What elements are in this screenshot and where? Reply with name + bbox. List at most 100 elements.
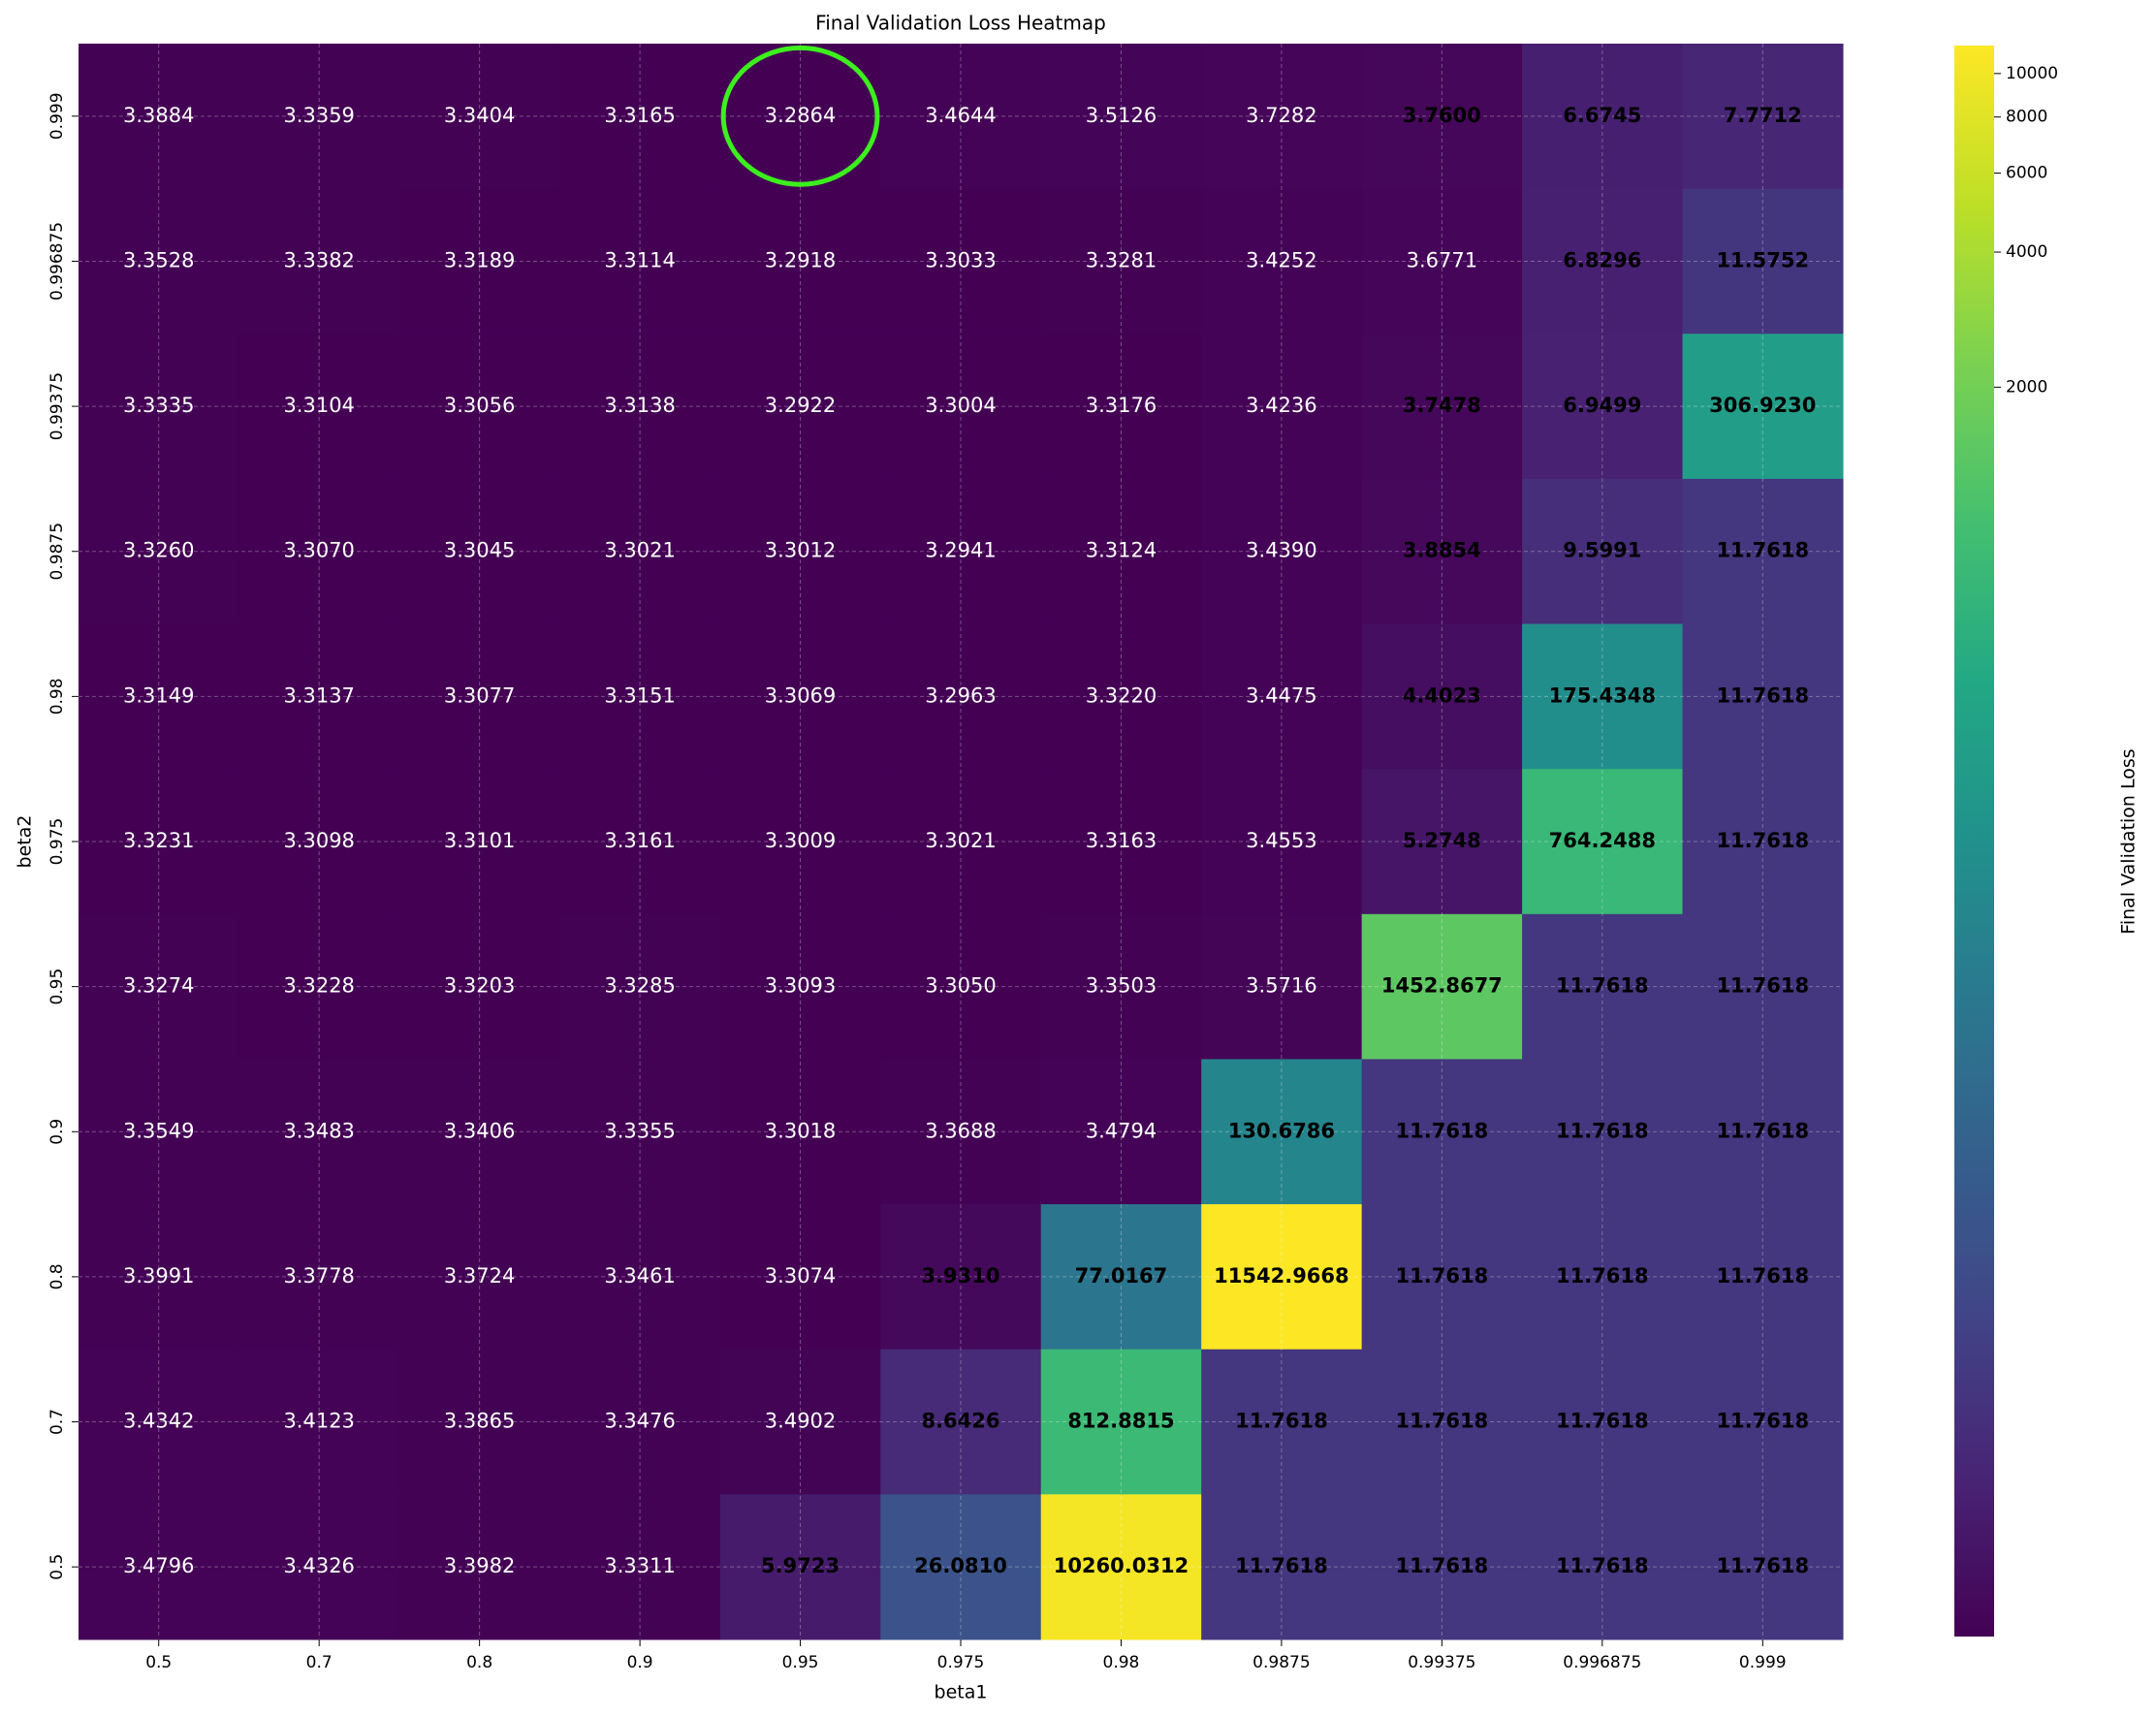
colorbar <box>1954 46 1994 1637</box>
heatmap-cell <box>559 334 721 480</box>
heatmap-cell <box>719 769 881 915</box>
cell-label: 3.3104 <box>283 394 354 417</box>
heatmap-cell <box>1361 1204 1523 1351</box>
heatmap-cell <box>79 1204 239 1351</box>
cell-label: 11.5752 <box>1716 248 1809 271</box>
cell-label: 3.3260 <box>123 539 194 562</box>
cell-label: 11542.9668 <box>1214 1264 1348 1288</box>
heatmap-cell <box>559 188 721 334</box>
heatmap-cell <box>880 188 1042 334</box>
cell-label: 8.6426 <box>921 1410 999 1433</box>
colorbar-tick-label: 4000 <box>2006 242 2047 262</box>
heatmap-cell <box>1682 913 1844 1060</box>
cell-label: 3.5126 <box>1086 104 1157 127</box>
heatmap-cell <box>1522 623 1684 770</box>
cell-label: 6.9499 <box>1563 394 1641 417</box>
heatmap-cell <box>398 44 560 190</box>
cell-label: 3.3021 <box>604 539 675 562</box>
cell-label: 3.3056 <box>444 394 515 417</box>
heatmap-cell <box>238 188 400 334</box>
cell-label: 3.3382 <box>283 248 354 271</box>
heatmap-cell <box>1040 44 1202 190</box>
x-tick-label: 0.8 <box>466 1653 492 1672</box>
heatmap-cell <box>1682 188 1844 334</box>
heatmap-cell <box>719 1059 881 1205</box>
heatmap-cell <box>398 1204 560 1351</box>
heatmap-cell <box>1201 623 1363 770</box>
heatmap-cell <box>1522 1349 1684 1495</box>
heatmap-cell <box>79 44 239 190</box>
y-tick-label: 0.999 <box>48 92 67 140</box>
heatmap-cell <box>1040 913 1202 1060</box>
cell-label: 3.3203 <box>444 974 515 998</box>
heatmap-cell <box>398 1059 560 1205</box>
cell-label: 11.7618 <box>1396 1410 1489 1433</box>
cell-label: 3.3077 <box>444 684 515 707</box>
cell-label: 4.4023 <box>1403 684 1481 707</box>
cell-label: 3.3098 <box>283 829 354 852</box>
cell-label: 3.3161 <box>604 829 675 852</box>
heatmap-cell <box>1522 334 1684 480</box>
heatmap-cell <box>1040 1204 1202 1351</box>
highlight-circle <box>720 45 880 187</box>
heatmap-cell <box>1361 1494 1523 1640</box>
heatmap-cell <box>1522 188 1684 334</box>
cell-label: 11.7618 <box>1556 1410 1649 1433</box>
cell-label: 3.3483 <box>283 1119 354 1142</box>
cell-label: 3.3138 <box>604 394 675 417</box>
heatmap-cell <box>398 623 560 770</box>
cell-label: 3.3884 <box>123 104 194 127</box>
y-tick-label: 0.9875 <box>48 523 67 580</box>
heatmap-cell <box>79 769 239 915</box>
cell-label: 3.2864 <box>765 104 836 127</box>
cell-label: 3.3982 <box>444 1554 515 1577</box>
heatmap-cell <box>238 44 400 190</box>
cell-label: 11.7618 <box>1235 1554 1328 1577</box>
y-tick-label: 0.9 <box>48 1119 67 1145</box>
cell-label: 3.7282 <box>1246 104 1316 127</box>
heatmap-cell <box>880 478 1042 625</box>
heatmap-cell <box>1361 44 1523 190</box>
heatmap-cell <box>79 334 239 480</box>
cell-label: 11.7618 <box>1396 1119 1489 1142</box>
cell-label: 1452.8677 <box>1381 974 1503 998</box>
cell-label: 812.8815 <box>1067 1410 1174 1433</box>
x-tick-label: 0.9 <box>627 1653 653 1672</box>
cell-label: 3.3724 <box>444 1264 515 1288</box>
heatmap-cell <box>1201 1204 1363 1351</box>
heatmap-cell <box>1201 1494 1363 1640</box>
cell-label: 3.3093 <box>765 974 836 998</box>
heatmap-cell <box>1201 769 1363 915</box>
heatmap-cell <box>1522 1494 1684 1640</box>
heatmap-cell <box>1040 478 1202 625</box>
cell-label: 3.4553 <box>1246 829 1316 852</box>
cell-label: 3.3114 <box>604 248 675 271</box>
heatmap-cell <box>1361 913 1523 1060</box>
x-axis-label: beta1 <box>935 1682 988 1703</box>
heatmap-cell <box>398 334 560 480</box>
cell-label: 3.4902 <box>765 1410 836 1433</box>
heatmap-cell <box>79 623 239 770</box>
colorbar-tick-label: 6000 <box>2006 164 2047 183</box>
heatmap-cell <box>719 623 881 770</box>
heatmap-cell <box>1201 913 1363 1060</box>
x-tick-label: 0.95 <box>782 1653 819 1672</box>
cell-label: 3.2918 <box>765 248 836 271</box>
x-tick-label: 0.9875 <box>1252 1653 1310 1672</box>
heatmap-cell <box>79 913 239 1060</box>
heatmap-cell <box>79 188 239 334</box>
heatmap-cell <box>559 1349 721 1495</box>
y-tick-label: 0.7 <box>48 1409 67 1435</box>
heatmap-cell <box>398 188 560 334</box>
cell-label: 3.8854 <box>1403 539 1481 562</box>
heatmap-cell <box>559 623 721 770</box>
cell-label: 11.7618 <box>1716 829 1809 852</box>
heatmap-cell <box>1522 478 1684 625</box>
heatmap-cell <box>1201 334 1363 480</box>
heatmap-cell <box>559 1059 721 1205</box>
heatmap-cell <box>1361 334 1523 480</box>
cell-label: 3.3355 <box>604 1119 675 1142</box>
cell-label: 3.3151 <box>604 684 675 707</box>
y-tick-label: 0.95 <box>48 969 67 1005</box>
